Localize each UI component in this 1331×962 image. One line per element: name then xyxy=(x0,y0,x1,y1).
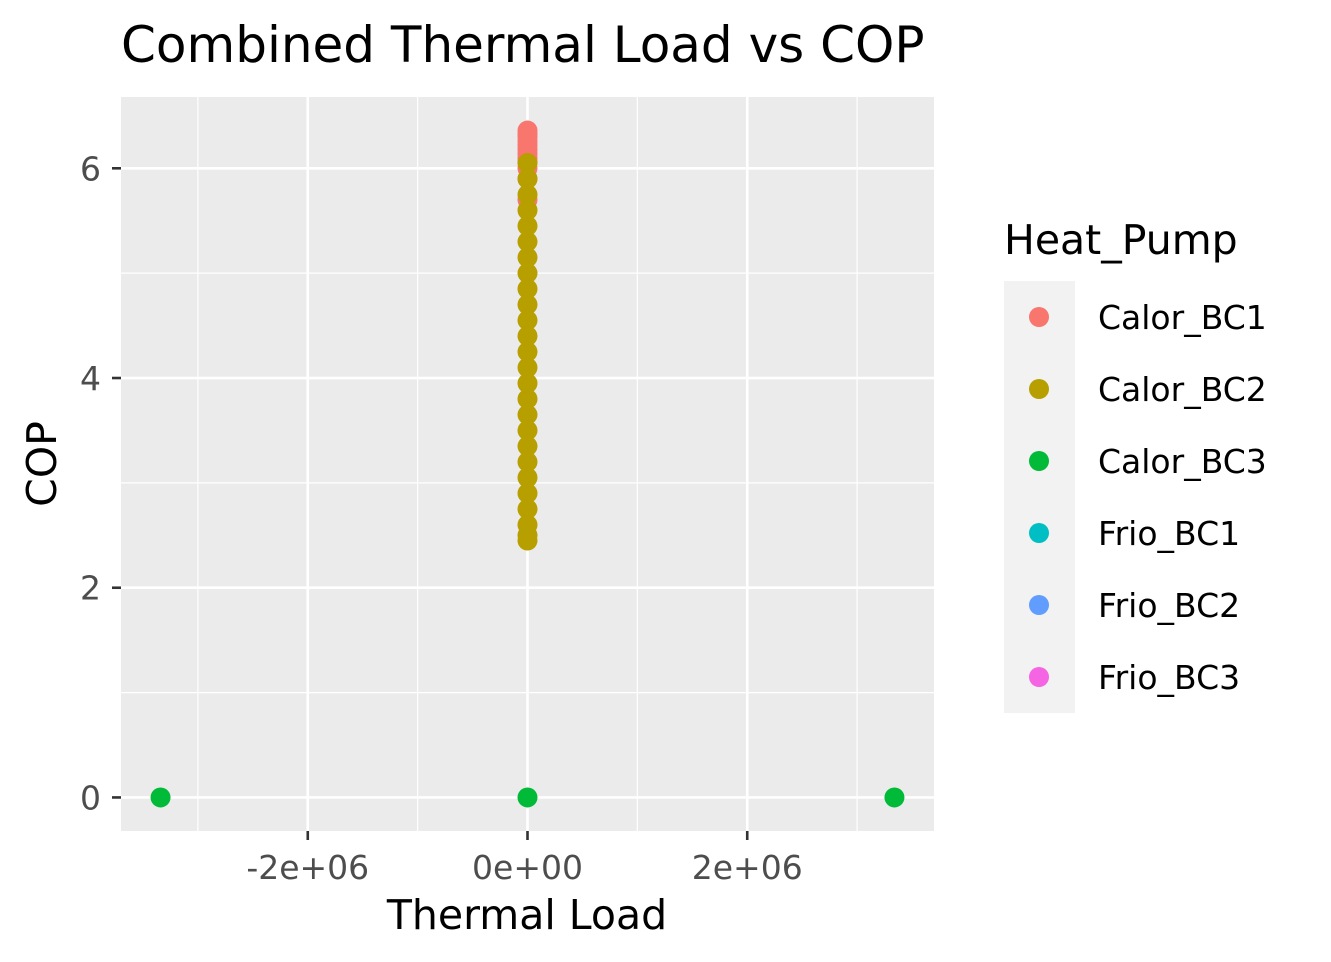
x-tick-label: 2e+06 xyxy=(692,848,803,887)
y-tick-label: 2 xyxy=(80,569,101,608)
x-tick-label: 0e+00 xyxy=(472,848,583,887)
legend-label-calor-bc2: Calor_BC2 xyxy=(1098,370,1267,409)
legend: Heat_Pump Calor_BC1 Calor_BC2 Calor_BC3 Fri… xyxy=(1004,216,1267,713)
legend-label-calor-bc1: Calor_BC1 xyxy=(1098,298,1267,337)
data-point-calor-bc2 xyxy=(517,247,538,268)
y-tick-label: 0 xyxy=(80,778,101,817)
legend-items: Calor_BC1 Calor_BC2 Calor_BC3 Frio_BC1 Frio_… xyxy=(1029,298,1267,697)
legend-label-frio-bc3: Frio_BC3 xyxy=(1098,658,1240,697)
legend-key-frio-bc1 xyxy=(1029,523,1049,543)
axis-ticks xyxy=(112,167,749,840)
data-point-calor-bc2 xyxy=(517,451,538,472)
legend-title: Heat_Pump xyxy=(1004,216,1238,264)
x-axis-title: Thermal Load xyxy=(386,891,667,939)
data-point-calor-bc2 xyxy=(517,467,538,488)
y-tick-label: 6 xyxy=(80,149,101,188)
y-tick-label: 4 xyxy=(80,359,101,398)
data-point-calor-bc3 xyxy=(517,787,538,808)
legend-key-calor-bc2 xyxy=(1029,379,1049,399)
data-point-calor-bc2 xyxy=(517,436,538,457)
data-point-calor-bc2 xyxy=(517,153,538,174)
data-point-calor-bc2 xyxy=(517,483,538,504)
data-point-calor-bc2 xyxy=(517,357,538,378)
legend-key-calor-bc1 xyxy=(1029,307,1049,327)
data-point-calor-bc2 xyxy=(517,326,538,347)
data-point-calor-bc2 xyxy=(517,231,538,252)
data-points xyxy=(150,120,905,808)
legend-key-frio-bc2 xyxy=(1029,595,1049,615)
data-point-calor-bc2 xyxy=(517,263,538,284)
data-point-calor-bc2 xyxy=(517,294,538,315)
data-point-calor-bc2 xyxy=(517,278,538,299)
data-point-calor-bc2 xyxy=(517,168,538,189)
legend-key-background xyxy=(1004,281,1075,713)
data-point-calor-bc2 xyxy=(517,184,538,205)
data-point-calor-bc2 xyxy=(517,404,538,425)
data-point-calor-bc2 xyxy=(517,499,538,520)
data-point-calor-bc2 xyxy=(517,388,538,409)
data-point-calor-bc2 xyxy=(517,310,538,331)
data-point-calor-bc2 xyxy=(517,215,538,236)
data-point-calor-bc2 xyxy=(517,200,538,221)
legend-key-calor-bc3 xyxy=(1029,451,1049,471)
legend-key-frio-bc3 xyxy=(1029,667,1049,687)
data-point-calor-bc2 xyxy=(517,530,538,551)
legend-label-frio-bc2: Frio_BC2 xyxy=(1098,586,1240,625)
x-tick-labels: -2e+06 0e+00 2e+06 xyxy=(246,848,802,887)
data-point-calor-bc2 xyxy=(517,420,538,441)
data-point-calor-bc3 xyxy=(150,787,171,808)
data-point-calor-bc2 xyxy=(517,373,538,394)
data-point-calor-bc2 xyxy=(517,341,538,362)
y-tick-labels: 0 2 4 6 xyxy=(80,149,101,817)
data-point-calor-bc3 xyxy=(884,787,905,808)
legend-label-frio-bc1: Frio_BC1 xyxy=(1098,514,1240,553)
chart-title: Combined Thermal Load vs COP xyxy=(121,16,925,74)
y-axis-title: COP xyxy=(18,421,66,507)
legend-label-calor-bc3: Calor_BC3 xyxy=(1098,442,1267,481)
x-tick-label: -2e+06 xyxy=(246,848,369,887)
